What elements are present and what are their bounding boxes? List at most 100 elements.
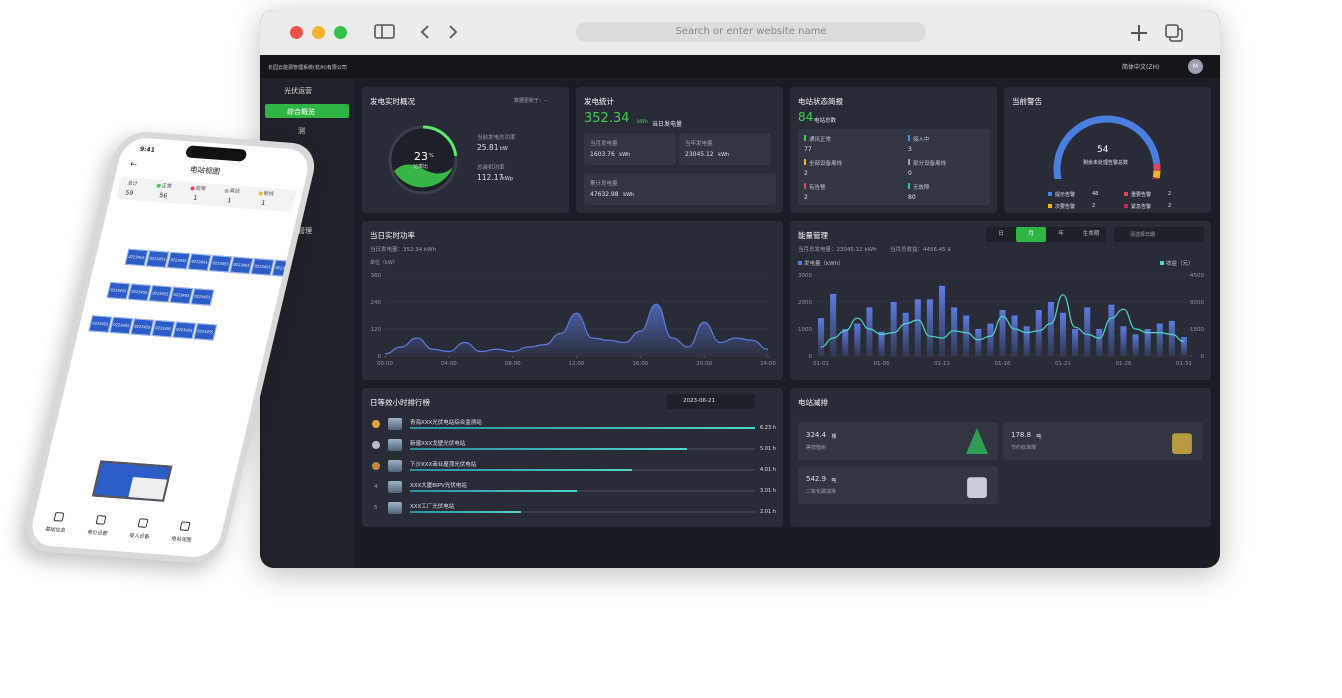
address-bar[interactable]: Search or enter website name xyxy=(576,22,926,42)
card-label: 当月发电量 xyxy=(590,141,618,147)
y2-tick-label: 3000 xyxy=(1190,300,1204,306)
bar xyxy=(1072,329,1079,356)
reduction-value: 178.8 xyxy=(1011,431,1032,439)
y-tick-label: 240 xyxy=(371,300,382,306)
ratio-arc xyxy=(388,125,458,195)
y-tick-label: 2000 xyxy=(798,300,812,306)
x-tick-label: 16:00 xyxy=(632,361,648,367)
panel-title: 电站状态简报 xyxy=(798,97,843,106)
solar-panel[interactable]: 0223455 xyxy=(109,316,134,335)
dynamic-island xyxy=(184,145,248,162)
reduction-card: 178.8 吨节约标准煤 xyxy=(1003,422,1203,460)
station-thumb xyxy=(388,502,402,514)
panel-title: 发电统计 xyxy=(584,97,614,106)
app-header: 长园云能源管理系统(杭州)有限公司 简体中文(ZH) M xyxy=(260,55,1220,78)
date-picker[interactable]: 请选择日期 xyxy=(1114,227,1204,242)
value-label: 6.23 h xyxy=(760,425,776,431)
solar-panel[interactable]: 0223455 xyxy=(88,315,113,333)
period-tab[interactable]: 年 xyxy=(1058,231,1064,237)
value-label: 4.01 h xyxy=(760,467,776,473)
minimize-button[interactable] xyxy=(312,26,325,39)
legend-label: 收益（元） xyxy=(1166,259,1194,267)
stat-label: 故障 xyxy=(194,185,207,193)
status-dot xyxy=(908,183,910,189)
company-name: 长园云能源管理系统(杭州)有限公司 xyxy=(268,65,347,71)
status-label: 全部设备离线 xyxy=(809,161,843,167)
status-value: 0 xyxy=(908,170,912,177)
period-tab[interactable]: 生命期 xyxy=(1082,231,1100,237)
back[interactable]: ← xyxy=(129,159,139,169)
solar-panel[interactable]: 0223455 xyxy=(190,288,215,306)
solar-panel[interactable]: 0223455 xyxy=(193,323,218,341)
bar xyxy=(951,307,958,356)
maximize-button[interactable] xyxy=(334,26,347,39)
solar-panel[interactable]: 0223455 xyxy=(106,281,131,300)
stat-card: 当月发电量 1603.76 kWh xyxy=(584,133,676,165)
medal xyxy=(372,441,380,449)
card-value: 23045.12 xyxy=(685,151,714,158)
avatar[interactable]: M xyxy=(1188,59,1203,74)
ratio-value: 23 xyxy=(414,150,428,163)
y2-tick-label: 1500 xyxy=(1190,327,1204,333)
generation-panel: 发电统计 352.34 kWh 当日发电量 当月发电量 1603.76 kWh 当年发… xyxy=(576,87,783,213)
solar-panel[interactable]: 0223455 xyxy=(229,256,254,275)
close-button[interactable] xyxy=(290,26,303,39)
medal xyxy=(372,420,380,428)
card-unit: kWh xyxy=(623,192,635,198)
language-select[interactable]: 简体中文(ZH) xyxy=(1122,64,1160,71)
period-tab[interactable]: 日 xyxy=(998,231,1004,237)
x-tick-label: 12:00 xyxy=(569,361,585,367)
solar-panel[interactable]: 0223455 xyxy=(208,255,233,273)
stat-unit: kW xyxy=(500,146,508,152)
bar xyxy=(1059,312,1067,356)
solar-panel[interactable]: 0223455 xyxy=(169,286,194,305)
bar xyxy=(1120,326,1127,356)
station-name: 下沙XXX商业屋顶光伏电站 xyxy=(410,462,477,468)
solar-panel[interactable]: 0223455 xyxy=(166,251,191,270)
rank-number: 5 xyxy=(374,505,378,511)
bar xyxy=(1011,315,1018,356)
stat-value: 1 xyxy=(260,199,267,207)
period-tab[interactable]: 月 xyxy=(1016,227,1046,242)
legend-swatch xyxy=(798,261,802,265)
station-name: 新疆XXX戈壁光伏电站 xyxy=(410,441,466,447)
y-tick-label: 360 xyxy=(371,273,382,279)
solar-panel[interactable]: 0223455 xyxy=(130,318,155,336)
solar-panel[interactable]: 0223455 xyxy=(187,253,212,271)
stat-label: 总计 xyxy=(126,180,139,188)
status-dot xyxy=(908,159,910,165)
solar-panel[interactable]: 0223455 xyxy=(124,248,149,267)
bar xyxy=(926,299,933,356)
menu-label[interactable]: 管理 xyxy=(298,227,312,235)
solar-panel[interactable]: 0223455 xyxy=(151,319,176,338)
ratio-label: 功率比 xyxy=(413,164,429,170)
x-tick-label: 01-01 xyxy=(813,361,829,367)
y2-tick-label: 4500 xyxy=(1190,273,1204,279)
bar xyxy=(1132,334,1139,356)
panel-layout: 0223455 0223455 0223455 0223455 0223455 02234… xyxy=(70,246,296,380)
legend-swatch xyxy=(1048,204,1052,208)
solar-panel[interactable]: 0223455 xyxy=(148,285,173,303)
bar xyxy=(410,448,688,450)
bar-track xyxy=(410,511,755,513)
solar-panel[interactable]: 0223455 xyxy=(172,321,197,339)
solar-panel[interactable]: 0223455 xyxy=(127,283,152,302)
bar-track xyxy=(410,490,755,492)
alarm-total-label: 剩余未处理告警总数 xyxy=(1083,160,1129,166)
chart-subtitle: 当日发电量：352.34 kWh xyxy=(370,247,437,253)
status-value: 77 xyxy=(804,146,812,153)
nav-icon xyxy=(179,521,191,532)
x-tick-label: 01-16 xyxy=(995,361,1011,367)
panel-title: 日等效小时排行榜 xyxy=(370,398,430,407)
ring-fill xyxy=(394,164,453,188)
solar-panel[interactable]: 0223455 xyxy=(145,250,170,268)
x-tick-label: 01-06 xyxy=(874,361,890,367)
date-picker[interactable]: 2023-06-21 xyxy=(667,394,755,409)
solar-panel[interactable]: 0223455 xyxy=(250,258,275,276)
menu-label[interactable]: 测 xyxy=(298,127,305,135)
status-dot xyxy=(908,135,910,141)
legend-swatch xyxy=(1048,192,1052,196)
reduction-icon xyxy=(966,428,988,454)
active-menu[interactable]: 综合概览 xyxy=(265,104,349,118)
station-thumb xyxy=(388,481,402,493)
